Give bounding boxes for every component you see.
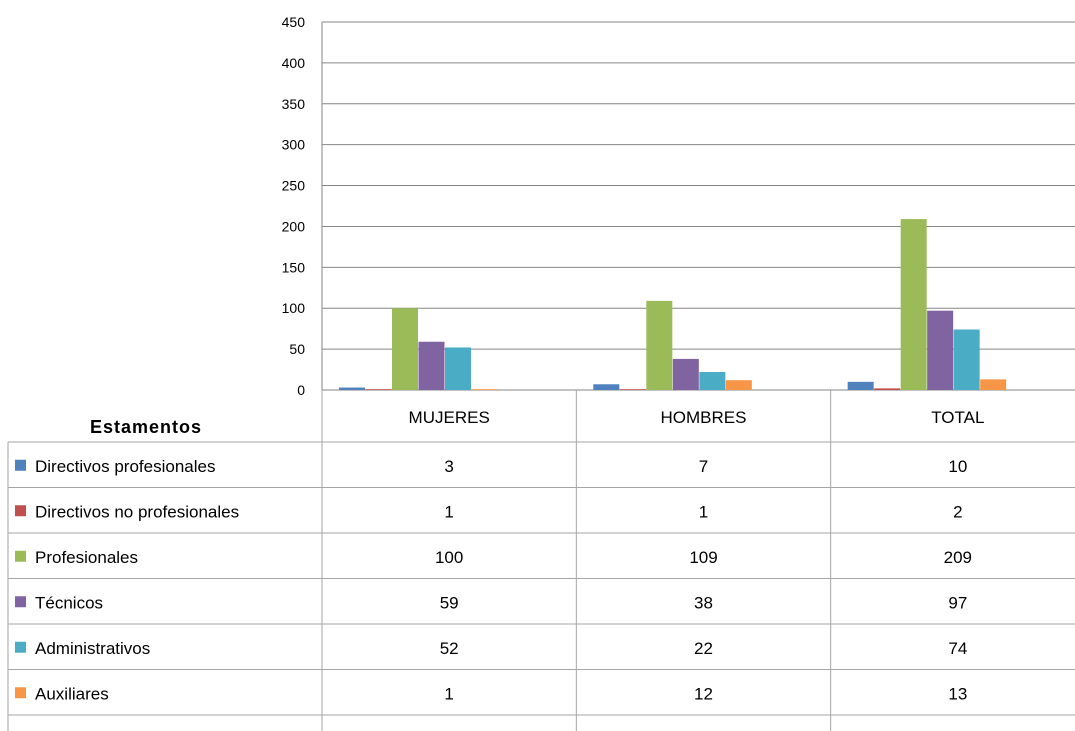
table-value: 38: [694, 593, 713, 612]
bar: [672, 358, 699, 390]
y-tick-label: 400: [282, 55, 306, 71]
table-value: 13: [948, 684, 967, 703]
legend-key: [15, 641, 26, 653]
bars: [339, 219, 1007, 390]
table-value: 1: [444, 502, 453, 521]
table-value: 100: [435, 548, 463, 567]
legend-key: [15, 550, 26, 562]
table-value: 97: [948, 593, 967, 612]
bar: [445, 347, 471, 390]
bar: [471, 389, 498, 390]
y-tick-label: 200: [282, 218, 306, 234]
bar: [418, 341, 445, 390]
bar: [593, 384, 620, 390]
y-tick-label: 350: [282, 96, 306, 112]
legend-key: [15, 596, 26, 608]
data-table: MUJERES HOMBRES TOTAL Directivos profesiona…: [7, 390, 1075, 731]
y-tick-label: 50: [289, 341, 305, 357]
y-tick-label: 300: [282, 137, 306, 153]
bar: [980, 379, 1007, 390]
series-label: Directivos no profesionales: [35, 502, 239, 521]
table-value: 209: [944, 548, 972, 567]
series-label: Directivos profesionales: [35, 457, 215, 476]
bar: [392, 308, 418, 390]
y-tick-label: 450: [282, 14, 306, 30]
category-label: MUJERES: [409, 408, 490, 427]
y-axis: 0 50 100 150 200 250 300 350 400 450: [282, 14, 323, 398]
y-tick-label: 0: [297, 382, 305, 398]
legend-key: [15, 459, 26, 471]
table-value: 3: [444, 457, 453, 476]
table-value: 74: [948, 639, 967, 658]
category-label: HOMBRES: [661, 408, 747, 427]
bar: [725, 380, 752, 390]
bar: [953, 329, 980, 390]
table-value: 52: [440, 639, 459, 658]
table-value: 1: [699, 502, 708, 521]
legend-key: [15, 687, 26, 699]
series-label: Administrativos: [35, 639, 150, 658]
bar: [847, 381, 874, 390]
bar: [619, 389, 646, 390]
table-value: 109: [689, 548, 717, 567]
y-tick-label: 100: [282, 300, 306, 316]
table-value: 2: [953, 502, 962, 521]
legend-key: [15, 505, 26, 517]
table-value: 12: [694, 684, 713, 703]
bar: [365, 389, 392, 390]
table-value: 1: [444, 684, 453, 703]
bar: [699, 372, 726, 390]
table-value: 10: [948, 457, 967, 476]
bar: [927, 310, 954, 390]
bar: [339, 387, 365, 390]
series-label: Técnicos: [35, 593, 103, 612]
series-label: Auxiliares: [35, 684, 109, 703]
bar: [900, 219, 927, 390]
y-tick-label: 150: [282, 259, 306, 275]
table-value: 22: [694, 639, 713, 658]
bar: [646, 300, 673, 390]
y-tick-label: 250: [282, 178, 306, 194]
bar: [874, 388, 901, 390]
table-title: Estamentos: [90, 417, 202, 437]
table-value: 7: [699, 457, 708, 476]
table-value: 59: [440, 593, 459, 612]
category-label: TOTAL: [931, 408, 984, 427]
series-label: Profesionales: [35, 548, 138, 567]
